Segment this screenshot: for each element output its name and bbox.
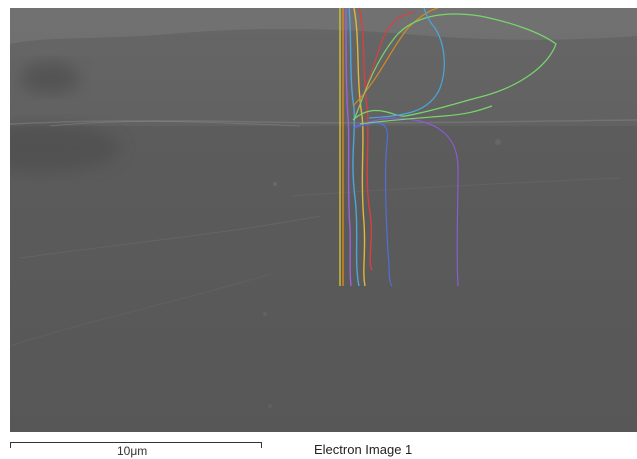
- trace-cyan-vertical: [348, 8, 360, 287]
- interface-line-secondary: [49, 120, 301, 127]
- scale-label: 10μm: [117, 444, 148, 458]
- surface-speck: [495, 139, 501, 145]
- interface-line: [10, 119, 637, 125]
- surface-speck: [263, 312, 267, 316]
- scratch-line-2: [10, 273, 271, 347]
- scale-bar-icon: [10, 442, 262, 448]
- surface-speck: [268, 404, 272, 408]
- sem-image-canvas: [10, 8, 637, 432]
- trace-green-loop: [352, 13, 557, 121]
- trace-violet-branch: [354, 117, 459, 287]
- image-footer: 10μm Electron Image 1: [0, 432, 637, 459]
- trace-gold-vertical: [353, 8, 366, 287]
- trace-blue-branch: [353, 122, 393, 287]
- dark-spot: [20, 62, 80, 94]
- scratch-line-3: [289, 177, 621, 197]
- trace-green-tail: [359, 105, 493, 125]
- trace-red-vertical: [358, 8, 373, 271]
- dark-band: [10, 124, 120, 172]
- trace-orange-branch: [352, 8, 439, 107]
- scratch-line-1: [19, 215, 321, 259]
- sem-image: [10, 8, 637, 432]
- trace-cyan-branch: [368, 8, 445, 119]
- trace-violet-vertical: [345, 8, 352, 287]
- surface-speck: [273, 182, 277, 186]
- top-highlight: [10, 8, 637, 44]
- image-caption: Electron Image 1: [314, 442, 413, 457]
